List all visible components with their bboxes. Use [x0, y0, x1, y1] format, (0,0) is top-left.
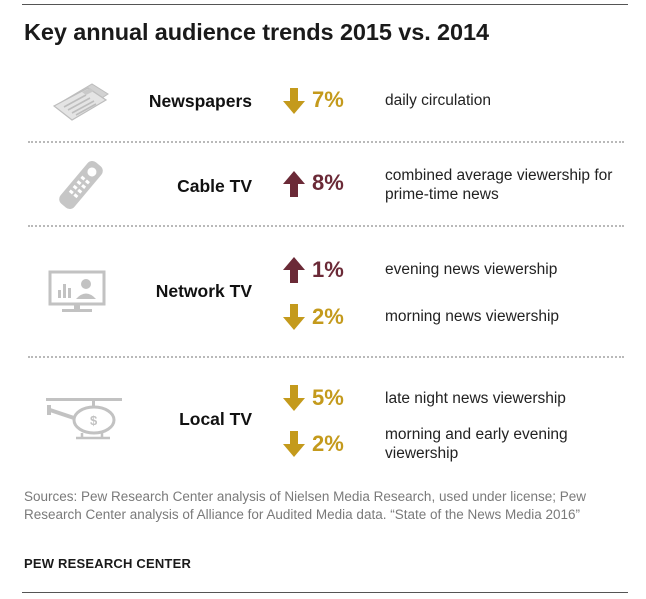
newspaper-icon — [52, 83, 109, 121]
publisher-credit: PEW RESEARCH CENTER — [24, 556, 192, 571]
down-arrow-icon — [283, 304, 305, 330]
source-note: Sources: Pew Research Center analysis of… — [24, 489, 587, 522]
up-arrow-icon — [283, 171, 305, 197]
percent-value: 1% — [312, 257, 344, 282]
svg-text:$: $ — [90, 413, 98, 428]
top-rule — [22, 4, 628, 5]
percent-value: 7% — [312, 87, 344, 112]
bottom-rule — [22, 592, 628, 593]
percent-value: 5% — [312, 385, 344, 410]
metric-description: morning news viewership — [385, 308, 560, 325]
category-label: Network TV — [155, 281, 252, 301]
down-arrow-icon — [283, 88, 305, 114]
down-arrow-icon — [283, 385, 305, 411]
row-divider — [28, 141, 624, 143]
metric-description: daily circulation — [385, 92, 491, 109]
category-label: Cable TV — [177, 176, 252, 196]
percent-value: 2% — [312, 304, 344, 329]
remote-control-icon — [59, 160, 103, 210]
row-divider — [28, 225, 624, 227]
metric-description: morning and early evening viewership — [385, 426, 568, 462]
helicopter-icon: $ — [46, 398, 122, 440]
category-label: Newspapers — [148, 91, 252, 111]
metric-description: evening news viewership — [385, 261, 558, 278]
percent-value: 2% — [312, 431, 344, 456]
chart-title: Key annual audience trends 2015 vs. 2014 — [24, 19, 489, 45]
metric-description: late night news viewership — [385, 390, 566, 407]
percent-value: 8% — [312, 170, 344, 195]
metric-description: combined average viewership for prime-ti… — [385, 167, 613, 203]
television-icon — [48, 270, 106, 312]
up-arrow-icon — [283, 257, 305, 283]
row-divider — [28, 356, 624, 358]
down-arrow-icon — [283, 431, 305, 457]
category-label: Local TV — [179, 409, 252, 429]
